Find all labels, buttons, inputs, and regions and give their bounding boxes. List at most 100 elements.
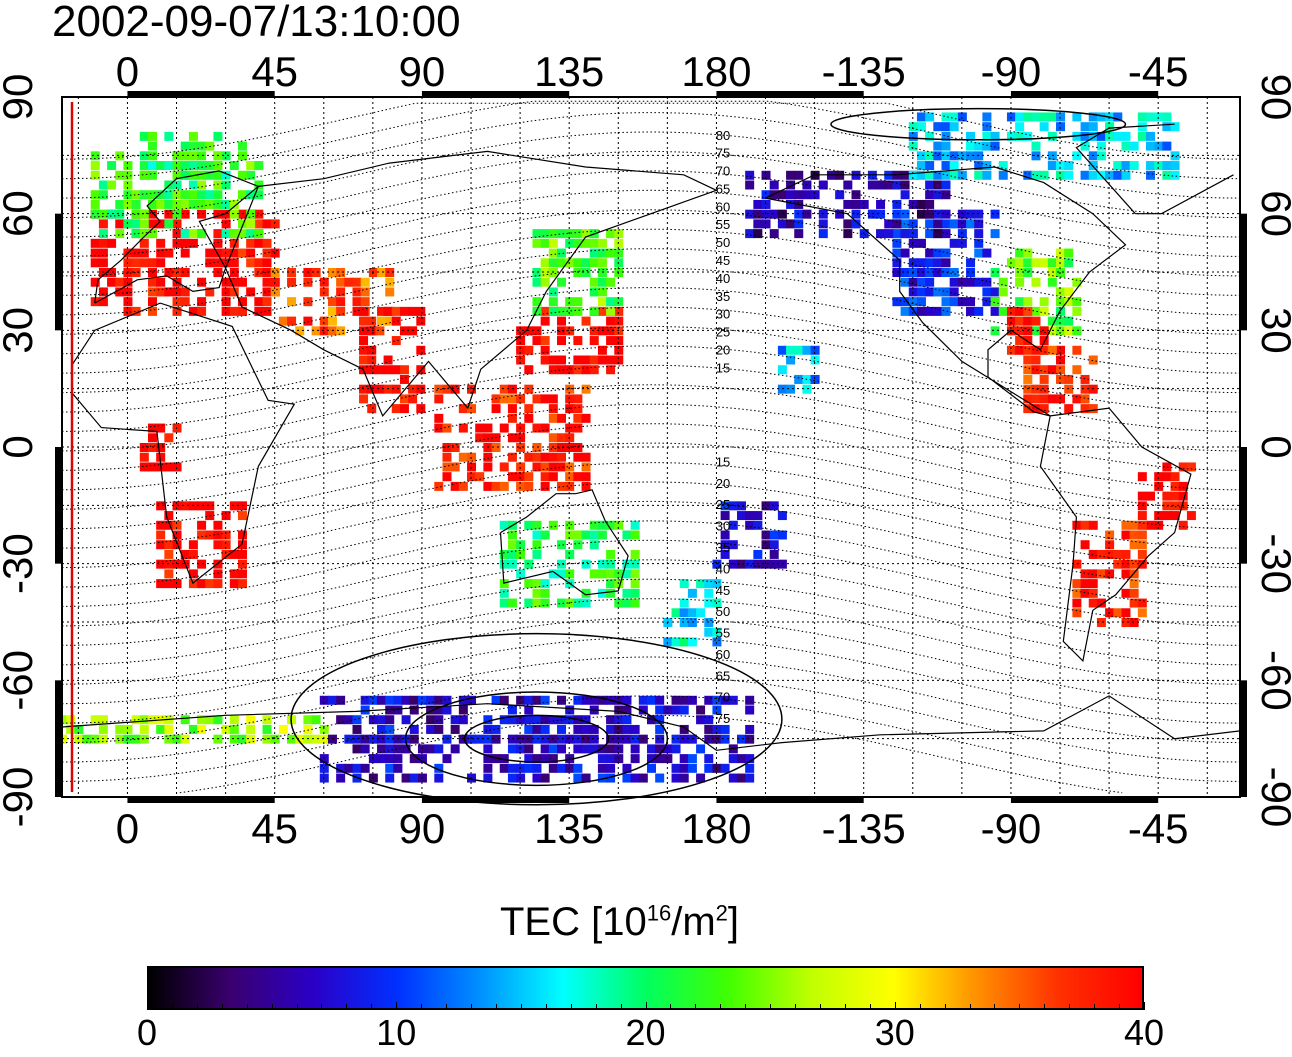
tec-cell bbox=[1121, 549, 1131, 559]
tec-cell bbox=[434, 724, 444, 734]
tec-cell bbox=[532, 520, 542, 530]
contour-label: 45 bbox=[716, 253, 730, 268]
tec-cell bbox=[360, 287, 370, 297]
tec-cell bbox=[147, 229, 157, 239]
tec-cell bbox=[1047, 161, 1057, 171]
tec-cell bbox=[597, 258, 607, 268]
tec-cell bbox=[491, 695, 501, 705]
tec-cell bbox=[1023, 306, 1033, 316]
tec-cell bbox=[925, 131, 935, 141]
tec-cell bbox=[925, 219, 935, 229]
tec-cell bbox=[1064, 374, 1074, 384]
tec-cell bbox=[246, 248, 256, 258]
tec-cell bbox=[1072, 579, 1082, 589]
tec-cell bbox=[720, 724, 730, 734]
tec-cell bbox=[900, 268, 910, 277]
tec-cell bbox=[1031, 112, 1041, 122]
tec-cell bbox=[1072, 345, 1082, 355]
tec-cell bbox=[589, 355, 599, 365]
tec-cell bbox=[66, 724, 76, 734]
tec-cell bbox=[123, 161, 133, 171]
tec-cell bbox=[843, 180, 853, 190]
tec-cell bbox=[622, 695, 632, 705]
tec-cell bbox=[540, 744, 550, 754]
tec-cell bbox=[925, 287, 935, 297]
tec-cell bbox=[180, 190, 190, 200]
tec-cell bbox=[1129, 588, 1139, 598]
tec-cell bbox=[1031, 306, 1041, 316]
tec-cell bbox=[98, 180, 108, 190]
tec-cell bbox=[925, 258, 935, 268]
tec-cell bbox=[745, 520, 755, 530]
tec-cell bbox=[188, 131, 198, 141]
tec-cell bbox=[557, 326, 567, 336]
tec-cell bbox=[213, 190, 223, 200]
tec-cell bbox=[802, 384, 812, 394]
colorbar-tick bbox=[1144, 1002, 1145, 1010]
tec-cell bbox=[557, 316, 567, 326]
tec-cell bbox=[352, 763, 362, 773]
tec-cell bbox=[573, 472, 583, 482]
tec-cell bbox=[147, 433, 157, 443]
tec-cell bbox=[458, 705, 468, 715]
tec-cell bbox=[647, 763, 656, 773]
tec-cell bbox=[916, 306, 926, 316]
timestamp-title: 2002-09-07/13:10:00 bbox=[52, 0, 461, 46]
tec-cell bbox=[90, 199, 100, 209]
tec-cell bbox=[908, 199, 918, 209]
tec-cell bbox=[925, 180, 935, 190]
tec-cell bbox=[835, 209, 845, 219]
tec-cell bbox=[540, 462, 550, 472]
tec-cell bbox=[647, 744, 656, 754]
tec-cell bbox=[736, 754, 746, 764]
colorbar-tick bbox=[1119, 1004, 1121, 1009]
contour-line bbox=[61, 539, 1241, 627]
tec-cell bbox=[974, 277, 984, 287]
tec-cell bbox=[450, 462, 460, 472]
tec-cell bbox=[548, 744, 558, 754]
tec-cell bbox=[399, 374, 409, 384]
tec-cell bbox=[589, 734, 599, 744]
tec-cell bbox=[712, 559, 722, 569]
tec-cell bbox=[736, 734, 746, 744]
tec-cell bbox=[557, 355, 567, 365]
tec-cell bbox=[966, 297, 976, 307]
tec-cell bbox=[246, 724, 256, 734]
tec-cell bbox=[156, 559, 166, 569]
tec-cell bbox=[507, 540, 517, 550]
tec-cell bbox=[532, 443, 542, 452]
tec-cell bbox=[916, 161, 926, 171]
contour-label: 40 bbox=[716, 271, 730, 286]
tec-cell bbox=[164, 540, 174, 550]
tec-cell bbox=[483, 773, 493, 783]
tec-cell bbox=[761, 540, 771, 550]
tec-cell bbox=[524, 452, 534, 462]
tec-cell bbox=[581, 773, 591, 783]
tec-cell bbox=[180, 161, 190, 171]
tec-cell bbox=[630, 530, 640, 540]
tec-cell bbox=[507, 472, 517, 482]
tec-cell bbox=[1105, 170, 1115, 180]
tec-cell bbox=[925, 306, 935, 316]
tec-cell bbox=[753, 219, 763, 229]
tec-cell bbox=[360, 695, 370, 705]
tec-cell bbox=[974, 141, 984, 151]
tec-cell bbox=[319, 695, 329, 705]
tec-cell bbox=[540, 423, 550, 433]
tec-cell bbox=[679, 637, 689, 647]
tec-cell bbox=[516, 549, 526, 559]
tec-cell bbox=[491, 734, 501, 744]
tec-cell bbox=[786, 190, 796, 200]
tec-cell bbox=[1105, 131, 1115, 141]
colorbar-tick-label: 20 bbox=[625, 1012, 666, 1053]
tec-cell bbox=[557, 365, 567, 375]
tec-cell bbox=[254, 258, 264, 268]
tec-cell bbox=[622, 734, 632, 744]
tec-cell bbox=[524, 598, 534, 608]
tec-cell bbox=[180, 199, 190, 209]
tec-cell bbox=[704, 579, 714, 589]
tec-cell bbox=[90, 170, 100, 180]
tec-cell bbox=[197, 579, 207, 589]
tec-cell bbox=[377, 268, 387, 277]
tec-cell bbox=[131, 306, 141, 316]
